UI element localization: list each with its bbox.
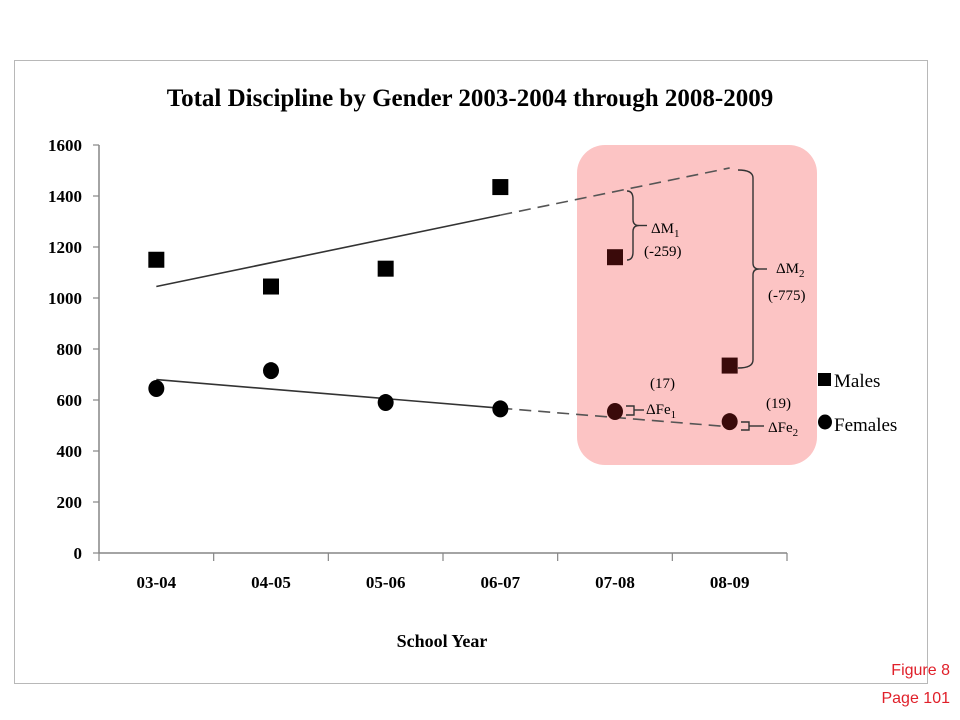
y-tick-label: 1200 [48,238,82,257]
chart-frame [14,60,928,684]
y-tick-label: 400 [57,442,83,461]
dfe2-label: ΔFe2 [768,420,798,439]
dm2-label: ΔM2 [776,261,804,280]
y-tick-label: 800 [57,340,83,359]
data-marks [148,179,738,431]
male-point [377,260,394,277]
males-trend-solid [156,214,501,288]
legend: Males Females [818,371,897,436]
male-point [263,278,279,295]
dm2-label-subscript: 2 [799,268,805,280]
female-point [148,380,165,398]
dfe2-label-subscript: 2 [793,427,799,439]
x-tick-label: 05-06 [366,573,406,592]
dfe1-label: ΔFe1 [646,402,676,421]
females-trend-solid [156,378,501,409]
female-point [263,362,279,380]
legend-male-marker [818,373,831,386]
x-tick-label: 03-04 [136,573,176,592]
tick-labels: 0 200 400 600 800 1000 1200 1400 1600 03-04 04-05 0… [48,136,750,592]
y-tick-label: 1600 [48,136,82,155]
dfe1-value: (17) [650,376,675,392]
male-point [721,357,738,374]
y-tick-label: 0 [74,544,83,563]
female-point [377,394,394,412]
dm2-value: (-775) [768,288,806,304]
x-tick-label: 07-08 [595,573,635,592]
x-tick-label: 08-09 [710,573,750,592]
annotations: ΔM1 (-259) ΔM2 (-775) (17) ΔFe1 (19) ΔFe2 [626,169,806,439]
figure-label: Figure 8 [891,662,950,679]
male-point [607,249,623,266]
dm1-bracket [626,190,640,261]
axes [93,144,788,561]
y-tick-label: 1400 [48,187,82,206]
dm1-label: ΔM1 [651,221,679,240]
dfe1-label-subscript: 1 [671,409,677,421]
x-axis-label: School Year [397,631,488,651]
dm1-value: (-259) [644,244,682,260]
dfe2-value: (19) [766,396,791,412]
legend-male-label: Males [834,371,880,392]
y-tick-label: 1000 [48,289,82,308]
x-tick-label: 06-07 [480,573,520,592]
x-tick-label: 04-05 [251,573,291,592]
dm1-label-subscript: 1 [674,228,680,240]
female-point [492,400,509,418]
chart-title: Total Discipline by Gender 2003-2004 thr… [167,85,774,112]
page-label: Page 101 [881,690,950,707]
male-point [148,251,165,268]
y-tick-label: 200 [57,493,83,512]
y-tick-label: 600 [57,391,83,410]
legend-female-label: Females [834,415,897,436]
female-point [607,402,623,420]
legend-female-marker [818,414,832,430]
female-point [721,413,738,431]
dm2-bracket [737,169,760,369]
male-point [492,179,509,196]
males-trend-dashed [500,167,730,216]
